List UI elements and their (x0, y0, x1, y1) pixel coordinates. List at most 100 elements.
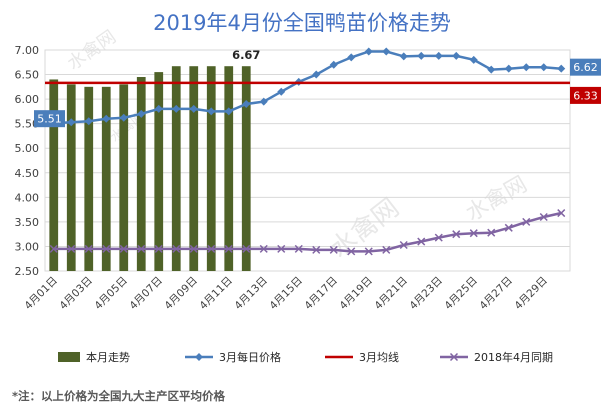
bar (119, 84, 129, 271)
legend-label: 本月走势 (86, 350, 130, 364)
x-tick-label: 4月29日 (512, 275, 550, 313)
point-marker (102, 244, 111, 253)
y-tick-label: 6.50 (15, 69, 40, 82)
legend-swatch (58, 352, 80, 362)
point-marker (557, 209, 566, 218)
point-marker (294, 244, 303, 253)
bar (101, 86, 111, 271)
point-marker (312, 70, 321, 79)
point-marker (522, 63, 531, 72)
y-tick-label: 6.00 (15, 93, 40, 106)
x-tick-label: 4月21日 (372, 275, 410, 313)
gridlines (44, 49, 571, 272)
footnote: *注：以上价格为全国九大主产区平均价格 (12, 389, 226, 403)
point-marker (259, 97, 268, 106)
point-marker (277, 87, 286, 96)
x-tick-label: 4月25日 (442, 275, 480, 313)
point-marker (487, 228, 496, 237)
point-marker (417, 51, 426, 60)
x-tick-label: 4月23日 (407, 275, 445, 313)
point-marker (329, 60, 338, 69)
data-label-box (570, 86, 601, 104)
point-marker (154, 244, 163, 253)
point-marker (224, 244, 233, 253)
watermark-layer: 水禽网水禽网水禽网水禽网 (64, 26, 532, 264)
point-marker (399, 240, 408, 250)
bar (189, 66, 199, 271)
y-tick-label: 3.50 (15, 216, 40, 229)
point-marker (137, 244, 146, 253)
legend-label: 2018年4月同期 (474, 350, 553, 364)
data-label-box (570, 58, 601, 76)
bar (136, 77, 146, 271)
point-marker (119, 244, 128, 253)
data-label: 6.62 (573, 61, 598, 74)
point-marker (102, 114, 111, 123)
point-marker (364, 247, 373, 256)
point-marker (364, 47, 373, 56)
point-marker (84, 244, 93, 253)
data-label: 6.33 (573, 89, 598, 102)
y-tick-label: 4.00 (15, 191, 40, 204)
point-marker (119, 113, 128, 122)
point-marker (189, 244, 198, 253)
point-marker (329, 245, 338, 254)
y-tick-label: 4.50 (15, 167, 40, 180)
x-tick-label: 4月11日 (197, 275, 235, 313)
y-tick-label: 7.00 (15, 44, 40, 57)
x-tick-label: 4月03日 (57, 275, 95, 313)
x-tick-label: 4月15日 (267, 275, 305, 313)
point-marker (84, 117, 93, 126)
point-marker (382, 245, 391, 254)
x-tick-label: 4月07日 (127, 275, 165, 313)
point-marker (137, 109, 146, 118)
legend: 本月走势 3月每日价格 3月均线 2018年4月同期 (58, 350, 553, 364)
point-marker (347, 53, 356, 62)
x-tick-label: 4月13日 (232, 275, 270, 313)
point-marker (417, 237, 426, 246)
y-tick-label: 5.00 (15, 142, 40, 155)
x-tick-label: 4月09日 (162, 275, 200, 313)
point-marker (504, 223, 513, 232)
point-marker (452, 230, 461, 239)
legend-label: 3月每日价格 (219, 350, 281, 364)
watermark-text: 水禽网 (462, 172, 532, 227)
point-marker (172, 104, 181, 113)
point-marker (312, 245, 321, 254)
bar (154, 72, 164, 271)
point-marker (399, 52, 408, 61)
point-marker (189, 104, 198, 113)
series-line (53, 50, 562, 125)
data-labels: 5.51 6.67 6.62 6.33 (34, 48, 601, 128)
point-marker (259, 244, 268, 253)
point-marker (469, 229, 478, 238)
chart-title: 2019年4月份全国鸭苗价格走势 (153, 11, 451, 35)
y-tick-label: 3.00 (15, 240, 40, 253)
legend-label: 3月均线 (359, 350, 399, 364)
x-tick-label: 4月19日 (337, 275, 375, 313)
point-marker (67, 244, 76, 253)
x-axis: 4月01日4月03日4月05日4月07日4月09日4月11日4月13日4月15日… (22, 275, 550, 313)
bar-series (49, 66, 251, 271)
point-marker (347, 247, 356, 256)
point-marker (67, 118, 76, 127)
watermark-text: 水禽网 (325, 193, 405, 265)
point-marker (557, 64, 566, 73)
y-tick-label: 2.50 (15, 265, 40, 278)
point-marker (504, 64, 513, 73)
bar (206, 66, 216, 271)
x-tick-label: 4月17日 (302, 275, 340, 313)
legend-marker (449, 352, 459, 362)
y-axis: 2.50 3.00 3.50 4.00 4.50 5.00 5.50 6.00 6.50 7.00 (15, 44, 40, 278)
point-marker (207, 107, 216, 116)
y-tick-label: 5.50 (15, 118, 40, 131)
data-label: 6.67 (232, 48, 260, 62)
bar (171, 66, 181, 271)
bar (224, 66, 234, 271)
point-marker (382, 47, 391, 56)
point-marker (242, 100, 251, 109)
point-marker (452, 51, 461, 60)
data-label-box (34, 110, 65, 128)
bar (66, 84, 76, 271)
